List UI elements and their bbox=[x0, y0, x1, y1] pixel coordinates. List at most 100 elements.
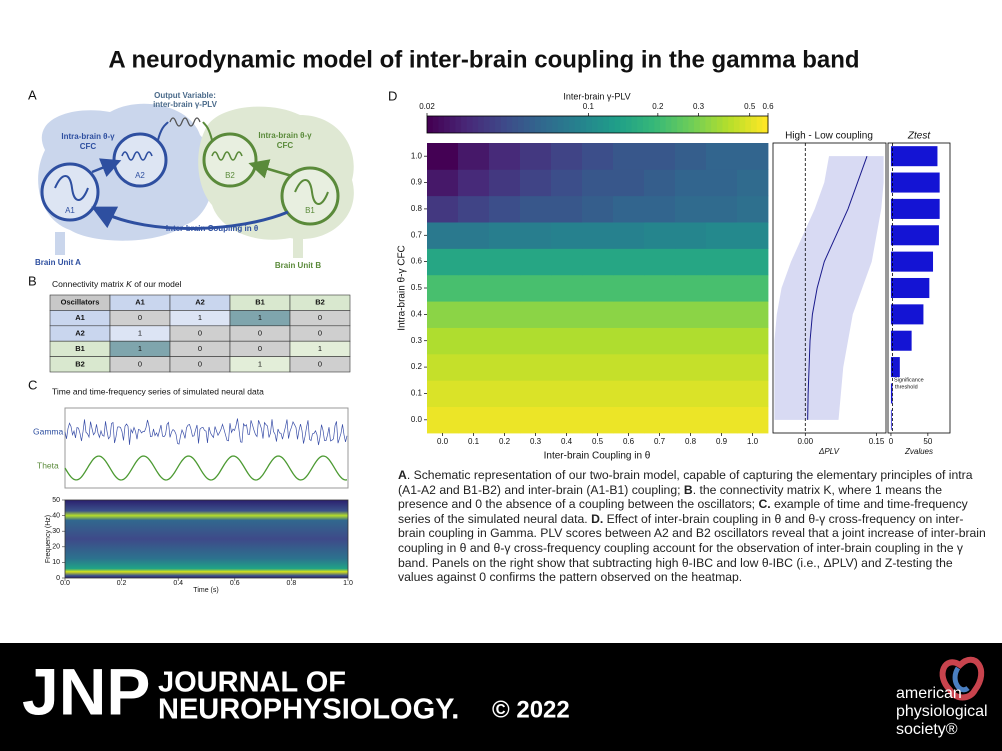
heatmap-cell bbox=[520, 248, 552, 276]
x-tick-label: 0.0 bbox=[437, 437, 449, 446]
x-tick-label: 0 bbox=[889, 437, 894, 446]
table-cell-text: 0 bbox=[318, 328, 322, 337]
y-axis-label: Intra-brain θ-γ CFC bbox=[397, 245, 408, 331]
heatmap-cell bbox=[582, 195, 614, 223]
colorbar-segment bbox=[660, 116, 667, 133]
x-tick-label: 0.4 bbox=[561, 437, 573, 446]
wave bbox=[294, 179, 329, 205]
caption: A. Schematic representation of our two-b… bbox=[398, 468, 990, 585]
heatmap-cell bbox=[613, 169, 645, 197]
colorbar-segment bbox=[603, 116, 610, 133]
x-axis-label: ΔPLV bbox=[818, 447, 840, 456]
caption-part: example of time and time-frequency serie… bbox=[398, 497, 968, 526]
heatmap-cell bbox=[737, 353, 769, 381]
x-axis-label: Zvalues bbox=[904, 447, 933, 456]
colorbar-segment bbox=[682, 116, 689, 133]
colorbar-tick-label: 0.2 bbox=[652, 102, 664, 111]
heatmap-cell bbox=[737, 222, 769, 249]
colorbar-segment bbox=[489, 116, 496, 133]
heatmap-cell bbox=[644, 301, 676, 328]
heatmap-cell bbox=[582, 406, 614, 434]
heatmap-cell bbox=[551, 380, 583, 408]
panel-letter: C bbox=[28, 377, 37, 392]
colorbar-frame bbox=[426, 115, 769, 134]
heatmap-cell bbox=[675, 353, 707, 381]
colorbar-segment bbox=[694, 116, 701, 133]
heatmap-cell bbox=[489, 143, 521, 170]
x-tick-label: 0.9 bbox=[716, 437, 728, 446]
panel-title: High - Low coupling bbox=[785, 131, 873, 142]
heatmap-cell bbox=[427, 301, 459, 328]
heatmap-cell bbox=[458, 169, 490, 197]
table-cell-text: 0 bbox=[198, 328, 202, 337]
confidence-band bbox=[774, 156, 884, 420]
y-tick-label: 0.5 bbox=[411, 283, 423, 292]
wave bbox=[211, 151, 243, 161]
heatmap-cell bbox=[613, 222, 645, 249]
caption-part: . the connectivity matrix K, where 1 mea… bbox=[398, 482, 942, 512]
table-header: B2 bbox=[315, 298, 325, 307]
title: A neurodynamic model of inter-brain coup… bbox=[108, 46, 859, 73]
heatmap-cell bbox=[582, 143, 614, 170]
heatmap-cell bbox=[737, 195, 769, 223]
y-tick-label: 1.0 bbox=[411, 151, 423, 160]
panel-a: A Output Variable: inter-brain γ-PLV Int… bbox=[28, 87, 354, 270]
x-tick-label: 0.0 bbox=[60, 580, 70, 587]
panel-b: B Connectivity matrix K of our model bbox=[28, 273, 182, 289]
colorbar-segment bbox=[517, 116, 525, 133]
node-label: B2 bbox=[225, 171, 235, 180]
heatmap-cell bbox=[427, 327, 459, 355]
x-tick-label: 0.8 bbox=[685, 437, 697, 446]
y-axis-label: Frequency (Hz) bbox=[45, 515, 52, 563]
bar bbox=[890, 146, 938, 167]
society-name: american bbox=[896, 685, 962, 702]
heatmap-cell bbox=[675, 195, 707, 223]
heatmap-cell bbox=[582, 380, 614, 408]
node-label: B1 bbox=[305, 206, 315, 215]
x-tick-label: 0.4 bbox=[173, 580, 183, 587]
colorbar-label: Inter-brain γ-PLV bbox=[563, 91, 630, 101]
heatmap-cell bbox=[489, 248, 521, 276]
heatmap-cell bbox=[427, 169, 459, 197]
colorbar-segment bbox=[591, 116, 598, 133]
heatmap-cell bbox=[706, 169, 738, 197]
y-tick-label: 0.4 bbox=[411, 309, 423, 318]
caption-part: D. bbox=[591, 511, 604, 526]
heatmap-cell bbox=[613, 380, 645, 408]
y-tick-label: 0.7 bbox=[411, 230, 423, 239]
series-label: Theta bbox=[37, 460, 59, 470]
heatmap-cell bbox=[737, 301, 769, 328]
heatmap-cell bbox=[644, 380, 676, 408]
heatmap-cell bbox=[706, 327, 738, 355]
y-tick-label: 0.3 bbox=[411, 336, 423, 345]
heatmap-cell bbox=[675, 406, 707, 434]
bar bbox=[890, 277, 930, 299]
bar bbox=[890, 357, 900, 378]
y-tick-label: 0.0 bbox=[411, 415, 423, 424]
colorbar-segment bbox=[546, 116, 553, 133]
table-cell-text: 1 bbox=[138, 328, 142, 337]
output-wave bbox=[169, 117, 201, 127]
heatmap-cell bbox=[427, 406, 459, 434]
colorbar-segment bbox=[495, 116, 502, 133]
bar bbox=[890, 383, 893, 404]
x-tick-label: 0.5 bbox=[592, 437, 604, 446]
heatmap-cell bbox=[458, 380, 490, 408]
panel-letter: A bbox=[28, 87, 37, 102]
heatmap-cell bbox=[458, 274, 490, 302]
heatmap-cell bbox=[458, 248, 490, 276]
colorbar-segment bbox=[756, 116, 763, 133]
heatmap-cell bbox=[644, 353, 676, 381]
table-cell-text: B1 bbox=[75, 344, 85, 353]
caption-part: B bbox=[683, 482, 693, 497]
heatmap-cell bbox=[520, 222, 552, 249]
series-frame bbox=[64, 407, 349, 489]
heatmap-cell bbox=[551, 353, 583, 381]
heatmap-cell bbox=[675, 274, 707, 302]
colorbar-segment bbox=[671, 116, 678, 133]
colorbar-segment bbox=[478, 116, 485, 133]
colorbar-tick-label: 0.1 bbox=[583, 102, 595, 111]
panel-letter: D bbox=[388, 88, 397, 103]
label: Output Variable: bbox=[154, 91, 216, 100]
x-tick-label: 0.2 bbox=[117, 580, 127, 587]
